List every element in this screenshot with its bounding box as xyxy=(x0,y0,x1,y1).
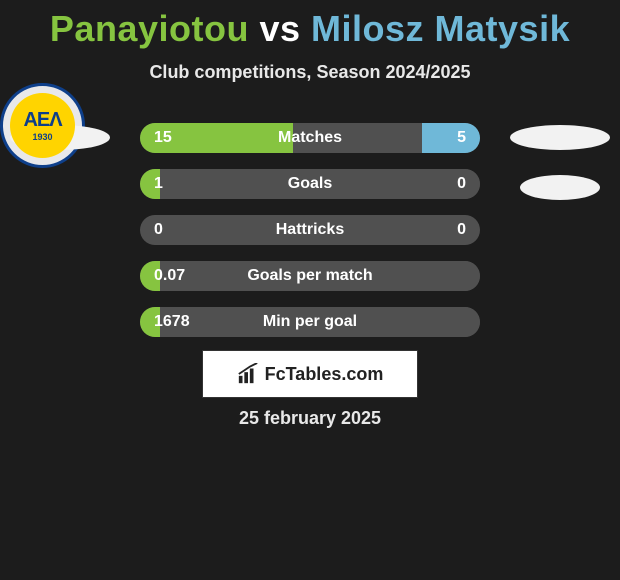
subtitle: Club competitions, Season 2024/2025 xyxy=(0,62,620,83)
stat-row: 15Matches5 xyxy=(140,123,480,153)
stat-label: Goals xyxy=(140,169,480,199)
stat-value-right: 0 xyxy=(457,169,466,199)
stats-container: 15Matches51Goals00Hattricks00.07Goals pe… xyxy=(140,123,480,353)
player2-badge-placeholder-2 xyxy=(520,175,600,200)
stat-label: Hattricks xyxy=(140,215,480,245)
source-logo: FcTables.com xyxy=(202,350,418,398)
stat-label: Min per goal xyxy=(140,307,480,337)
club-abbr: ΑΕΛ xyxy=(23,110,61,130)
club-badge-inner: ΑΕΛ 1930 xyxy=(10,93,75,158)
club-year: 1930 xyxy=(32,132,52,142)
stat-row: 1678Min per goal xyxy=(140,307,480,337)
vs-text: vs xyxy=(259,8,300,49)
stat-value-right: 5 xyxy=(457,123,466,153)
player2-name: Milosz Matysik xyxy=(311,8,570,49)
stat-row: 1Goals0 xyxy=(140,169,480,199)
player2-badge-placeholder-1 xyxy=(510,125,610,150)
stat-row: 0.07Goals per match xyxy=(140,261,480,291)
stat-label: Goals per match xyxy=(140,261,480,291)
stat-row: 0Hattricks0 xyxy=(140,215,480,245)
date-text: 25 february 2025 xyxy=(0,408,620,429)
logo-text: FcTables.com xyxy=(265,364,384,385)
stat-label: Matches xyxy=(140,123,480,153)
stat-value-right: 0 xyxy=(457,215,466,245)
player1-name: Panayiotou xyxy=(50,8,249,49)
comparison-title: Panayiotou vs Milosz Matysik xyxy=(0,0,620,50)
player1-club-badge: ΑΕΛ 1930 xyxy=(0,83,85,168)
chart-icon xyxy=(237,363,259,385)
